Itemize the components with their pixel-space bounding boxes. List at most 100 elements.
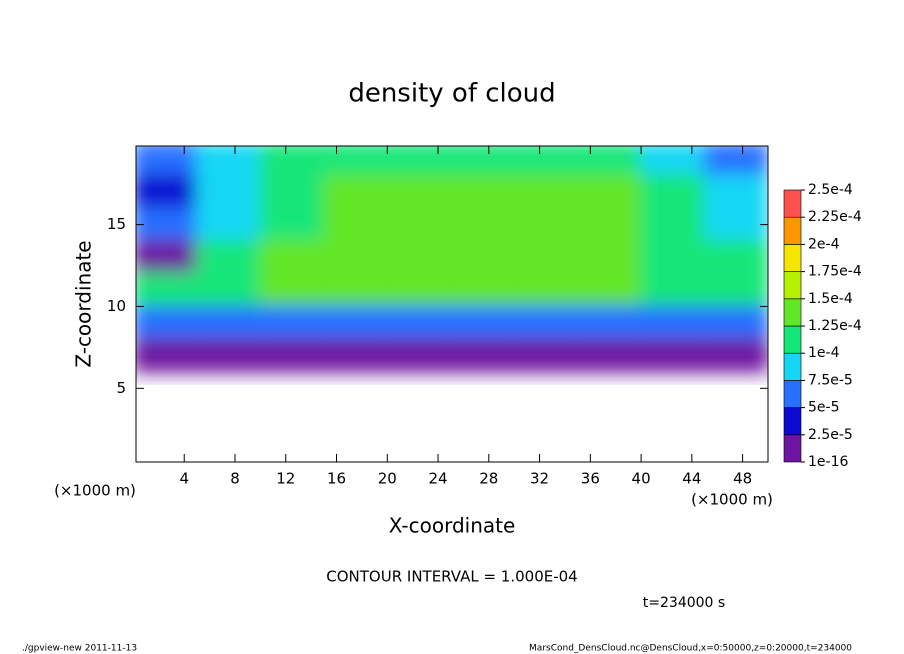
x-tick-label: 12 [276, 470, 295, 488]
time-label: t=234000 s [643, 595, 725, 611]
cell [322, 146, 389, 177]
colorbar-label: 1.5e-4 [808, 291, 853, 307]
cell [195, 174, 262, 210]
cell [136, 207, 198, 242]
cell [576, 146, 643, 177]
x-tick-label: 24 [428, 470, 447, 488]
y-tick-label: 5 [116, 379, 126, 397]
cell [703, 239, 768, 275]
plot-frame [135, 145, 769, 463]
x-tick-label: 28 [479, 470, 498, 488]
cell [703, 272, 768, 308]
colorbar-box [783, 244, 802, 272]
x-tick-label: 20 [378, 470, 397, 488]
cell [386, 207, 452, 242]
colorbar-label: 2.5e-4 [808, 182, 853, 198]
cell [259, 272, 325, 308]
cell [703, 338, 768, 373]
y-axis-label: Z-coordinate [72, 240, 96, 367]
cell [513, 338, 579, 373]
cell [195, 207, 262, 242]
cell [259, 207, 325, 242]
cell [513, 239, 579, 275]
field-cells [136, 146, 768, 373]
cell [640, 305, 706, 341]
cell [640, 239, 706, 275]
colorbar-label: 2e-4 [808, 236, 840, 252]
cell [136, 174, 198, 210]
cell [576, 174, 643, 210]
x-tick-label: 48 [733, 470, 752, 488]
x-tick-label: 8 [230, 470, 240, 488]
cell [195, 239, 262, 275]
cell [136, 239, 198, 275]
cell [513, 305, 579, 341]
cell [576, 338, 643, 373]
x-unit: (×1000 m) [691, 491, 773, 509]
cell [703, 207, 768, 242]
cell [703, 174, 768, 210]
y-tick-label: 15 [107, 215, 126, 233]
colorbar-box [783, 407, 802, 436]
cell [259, 174, 325, 210]
cell [322, 239, 389, 275]
cell [576, 239, 643, 275]
cell [703, 305, 768, 341]
colorbar-label: 5e-5 [808, 400, 839, 416]
colorbar-label: 2.5e-5 [808, 427, 853, 443]
cell [449, 338, 516, 373]
cell [640, 146, 706, 177]
chart-title: density of cloud [348, 79, 555, 109]
colorbar-box [783, 271, 802, 300]
cell [576, 305, 643, 341]
y-unit: (×1000 m) [54, 482, 136, 500]
x-axis-label: X-coordinate [389, 514, 516, 538]
cell [136, 272, 198, 308]
cell [322, 305, 389, 341]
cell [449, 305, 516, 341]
cell [703, 146, 768, 177]
colorbar-label: 7.5e-5 [808, 372, 853, 388]
cell [640, 272, 706, 308]
cell [322, 272, 389, 308]
footer-left: ./gpview-new 2011-11-13 [22, 644, 137, 654]
cell [449, 239, 516, 275]
colorbar-box [783, 216, 802, 245]
cell [259, 146, 325, 177]
cell [513, 174, 579, 210]
x-tick-label: 32 [530, 470, 549, 488]
cell [640, 338, 706, 373]
x-tick-label: 40 [632, 470, 651, 488]
contour-interval: CONTOUR INTERVAL = 1.000E-04 [326, 568, 577, 586]
colorbar-box [783, 434, 802, 463]
colorbar-box [783, 298, 802, 327]
cell [386, 272, 452, 308]
colorbar-box [783, 380, 802, 408]
x-tick-label: 36 [581, 470, 600, 488]
cell [259, 239, 325, 275]
cell [386, 146, 452, 177]
cell [136, 338, 198, 373]
cell [386, 174, 452, 210]
colorbar-box [783, 325, 802, 354]
colorbar-label: 1.25e-4 [808, 318, 862, 334]
cell [640, 207, 706, 242]
colorbar-label: 1e-4 [808, 345, 840, 361]
cell [386, 338, 452, 373]
cell [576, 207, 643, 242]
x-tick-label: 4 [179, 470, 189, 488]
cell [259, 338, 325, 373]
colorbar-box [783, 352, 802, 381]
colorbar-label: 2.25e-4 [808, 209, 862, 225]
cell [513, 207, 579, 242]
cell [576, 272, 643, 308]
cell [195, 338, 262, 373]
cell [322, 207, 389, 242]
colorbar-label: 1e-16 [808, 454, 848, 470]
cell [386, 239, 452, 275]
cell [513, 272, 579, 308]
x-tick-label: 44 [682, 470, 701, 488]
colorbar-box [783, 189, 802, 218]
cell [195, 272, 262, 308]
